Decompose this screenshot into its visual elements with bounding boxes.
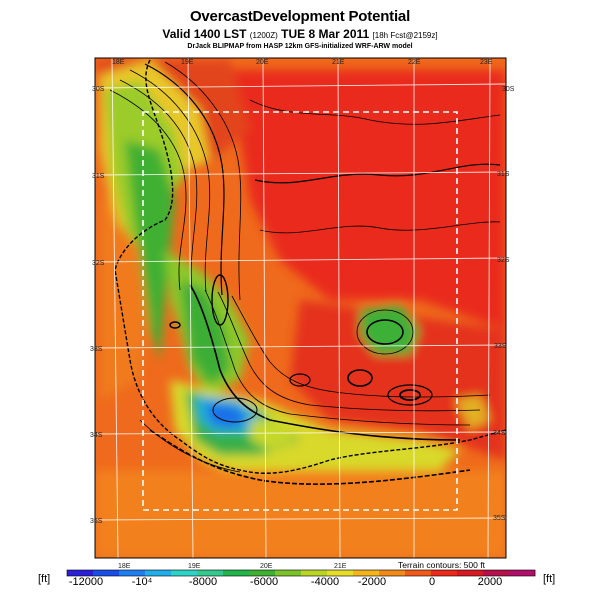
lat-label-right-35s: 35S bbox=[493, 515, 506, 522]
colorbar-swatch bbox=[327, 570, 354, 576]
colorbar-swatch bbox=[223, 570, 250, 576]
forecast-info: [18h Fcst@2159z] bbox=[372, 31, 438, 40]
lat-label-right-31s: 31S bbox=[497, 171, 510, 178]
lat-label-right-30s: 30S bbox=[502, 86, 515, 93]
colorbar-tick-label: -12000 bbox=[68, 576, 104, 588]
colorbar-tick-label: -8000 bbox=[188, 576, 218, 588]
valid-date: TUE 8 Mar 2011 bbox=[281, 27, 370, 41]
colorbar-swatch bbox=[457, 570, 484, 576]
inner-domain-box bbox=[142, 111, 458, 511]
colorbar-swatch bbox=[483, 570, 510, 576]
valid-time: Valid 1400 LST bbox=[162, 27, 247, 41]
colorbar-tick-label: -2000 bbox=[357, 576, 387, 588]
colorbar-swatch bbox=[197, 570, 224, 576]
coastline bbox=[114, 59, 507, 474]
lat-label-left-33s: 33S bbox=[90, 346, 103, 353]
lat-label-left-32s: 32S bbox=[92, 260, 105, 267]
lat-label-left-31s: 31S bbox=[92, 173, 105, 180]
lat-label-right-32s: 32S bbox=[497, 257, 510, 264]
lat-label-right-34s: 34S bbox=[493, 430, 506, 437]
lon-label-bottom-18e: 18E bbox=[118, 563, 131, 570]
colorbar-swatch bbox=[301, 570, 328, 576]
colorbar-swatch bbox=[145, 570, 172, 576]
lat-label-left-35s: 35S bbox=[90, 518, 103, 525]
lon-label-top-20e: 20E bbox=[256, 59, 269, 66]
colorbar-frame bbox=[66, 569, 536, 577]
colorbar-swatch bbox=[275, 570, 302, 576]
terrain-note: Terrain contours: 500 ft bbox=[398, 560, 485, 570]
field-layer bbox=[95, 58, 506, 558]
lat-label-left-34s: 34S bbox=[90, 432, 103, 439]
lat-label-left-30s: 30S bbox=[92, 86, 105, 93]
colorbar-unit-left: [ft] bbox=[38, 573, 51, 585]
lon-label-top-18e: 18E bbox=[112, 59, 125, 66]
lon-label-bottom-20e: 20E bbox=[260, 563, 273, 570]
colorbar-swatch bbox=[353, 570, 380, 576]
colorbar-tick-label: 2000 bbox=[477, 576, 503, 588]
terrain-contours bbox=[109, 61, 501, 485]
colorbar-swatch bbox=[67, 570, 94, 576]
lon-label-top-22e: 22E bbox=[408, 59, 421, 66]
colorbar-swatch bbox=[379, 570, 406, 576]
lat-label-right-33s: 33S bbox=[494, 343, 507, 350]
map-subtitle: Valid 1400 LST (1200Z) TUE 8 Mar 2011 [1… bbox=[0, 27, 600, 41]
valid-time-utc: (1200Z) bbox=[249, 31, 278, 40]
colorbar-swatch bbox=[249, 570, 276, 576]
model-credit: DrJack BLIPMAP from HASP 12km GFS-initia… bbox=[187, 43, 413, 50]
map-title: OvercastDevelopment Potential bbox=[189, 8, 411, 25]
colorbar-swatch bbox=[405, 570, 432, 576]
colorbar-swatch bbox=[509, 570, 536, 576]
colorbar-tick-label: 0 bbox=[428, 576, 436, 588]
colorbar-tick-label: -6000 bbox=[249, 576, 279, 588]
lon-label-top-21e: 21E bbox=[332, 59, 345, 66]
lon-label-top-23e: 23E bbox=[480, 59, 493, 66]
colorbar-tick-label: -4000 bbox=[310, 576, 340, 588]
colorbar-tick-label: -10⁴ bbox=[131, 576, 153, 588]
lon-label-bottom-19e: 19E bbox=[188, 563, 201, 570]
colorbar-unit-right: [ft] bbox=[543, 573, 556, 585]
colorbar-swatch bbox=[171, 570, 198, 576]
colorbar-swatch bbox=[93, 570, 120, 576]
lon-label-top-19e: 19E bbox=[181, 59, 194, 66]
colorbar bbox=[66, 569, 536, 577]
colorbar-swatch bbox=[119, 570, 146, 576]
graticule bbox=[94, 57, 507, 559]
lon-label-bottom-21e: 21E bbox=[334, 563, 347, 570]
map-frame bbox=[94, 57, 507, 559]
colorbar-swatch bbox=[431, 570, 458, 576]
